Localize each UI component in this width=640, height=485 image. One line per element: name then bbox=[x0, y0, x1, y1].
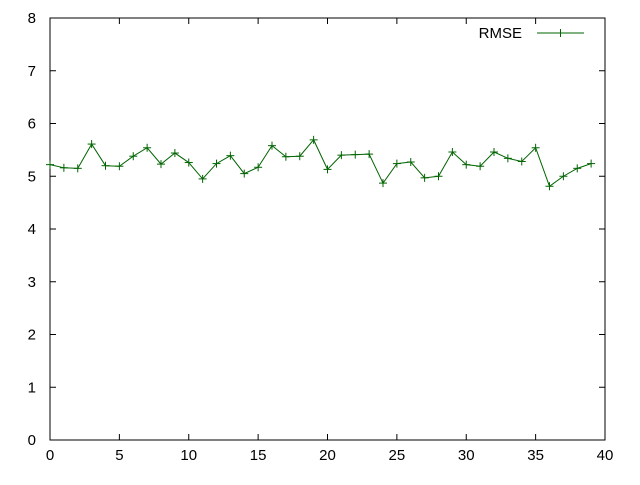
y-tick-label: 2 bbox=[28, 327, 36, 344]
data-point bbox=[73, 164, 82, 173]
x-tick-label: 40 bbox=[597, 447, 614, 464]
data-point bbox=[46, 160, 54, 169]
data-point bbox=[379, 179, 387, 188]
data-point bbox=[295, 152, 304, 161]
axes-layer bbox=[49, 17, 606, 441]
series-line-rmse bbox=[49, 138, 592, 188]
y-tick-label: 1 bbox=[28, 379, 36, 396]
data-point bbox=[254, 163, 263, 172]
data-point bbox=[212, 159, 221, 168]
data-point bbox=[129, 152, 138, 161]
legend-marker-sample bbox=[556, 29, 565, 37]
y-tick-label: 7 bbox=[28, 63, 36, 80]
data-point bbox=[281, 152, 290, 161]
x-tick-label: 5 bbox=[115, 447, 123, 464]
y-tick-label: 4 bbox=[28, 221, 36, 238]
ticks-layer: 0 5 10 15 20 25 30 35 40 0 1 2 3 4 5 6 7 8 bbox=[28, 10, 614, 464]
data-point bbox=[59, 163, 68, 172]
data-point bbox=[157, 160, 165, 169]
x-tick-label: 20 bbox=[319, 447, 336, 464]
x-tick-label: 35 bbox=[527, 447, 544, 464]
data-point bbox=[115, 162, 124, 171]
data-point bbox=[143, 143, 152, 152]
data-point bbox=[365, 150, 374, 159]
legend-label-rmse: RMSE bbox=[479, 25, 522, 42]
plot-frame bbox=[49, 17, 606, 441]
data-point bbox=[198, 174, 207, 183]
data-point bbox=[170, 149, 179, 158]
data-point bbox=[420, 173, 429, 182]
data-point bbox=[448, 147, 457, 156]
data-point bbox=[476, 162, 485, 171]
data-point bbox=[323, 165, 332, 174]
data-point bbox=[573, 164, 582, 173]
x-tick-label: 10 bbox=[180, 447, 197, 464]
data-point bbox=[462, 160, 471, 169]
data-point bbox=[184, 158, 193, 167]
data-point bbox=[517, 157, 526, 166]
y-tick-label: 6 bbox=[28, 116, 36, 133]
x-tick-label: 0 bbox=[46, 447, 54, 464]
data-point bbox=[434, 172, 443, 181]
series-layer bbox=[46, 135, 596, 191]
data-point bbox=[392, 159, 401, 168]
y-tick-label: 8 bbox=[28, 10, 36, 27]
y-tick-label: 5 bbox=[28, 168, 36, 185]
legend: RMSE bbox=[479, 25, 584, 42]
data-point bbox=[337, 151, 346, 160]
data-point bbox=[240, 169, 249, 178]
data-point bbox=[268, 141, 276, 150]
x-tick-label: 15 bbox=[250, 447, 267, 464]
data-point bbox=[503, 154, 512, 163]
data-point bbox=[559, 172, 568, 181]
y-tick-label: 0 bbox=[28, 432, 36, 449]
data-point bbox=[309, 135, 318, 144]
data-point bbox=[490, 147, 498, 156]
data-point bbox=[101, 161, 110, 170]
data-point bbox=[531, 143, 540, 152]
y-tick-label: 3 bbox=[28, 274, 36, 291]
x-tick-label: 25 bbox=[389, 447, 406, 464]
x-tick-label: 30 bbox=[458, 447, 475, 464]
data-point bbox=[87, 140, 96, 149]
data-point bbox=[587, 159, 596, 168]
data-point bbox=[226, 151, 235, 160]
data-point bbox=[545, 182, 554, 191]
data-point bbox=[406, 158, 415, 167]
data-point bbox=[351, 150, 360, 159]
